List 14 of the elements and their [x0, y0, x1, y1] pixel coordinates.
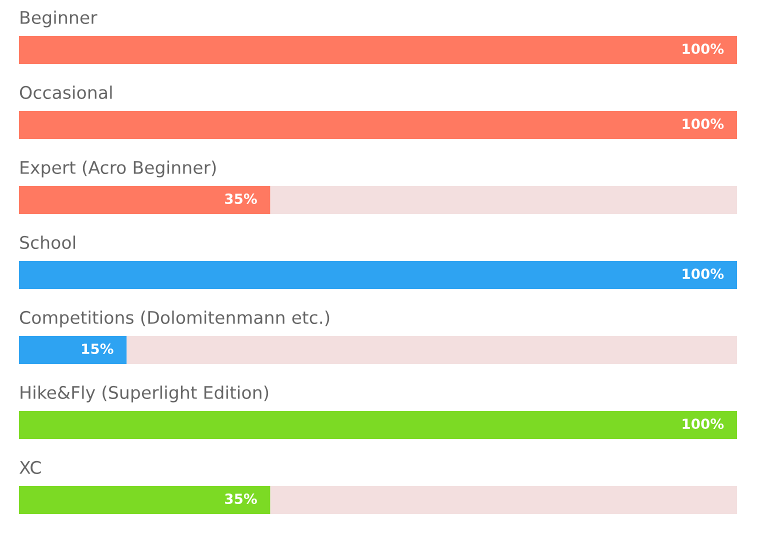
data-label: 100% — [682, 118, 724, 130]
y-tick-label: Competitions (Dolomitenmann etc.) — [20, 310, 330, 328]
y-tick-label: Expert (Acro Beginner) — [20, 160, 216, 178]
data-label: 35% — [225, 194, 257, 204]
data-label: 100% — [682, 268, 724, 280]
data-label: 15% — [82, 344, 114, 354]
data-label: 100% — [682, 44, 724, 54]
y-tick-label: XC — [20, 460, 41, 474]
data-label: 100% — [682, 418, 724, 430]
y-tick-label: Beginner — [20, 10, 98, 28]
data-label: 35% — [225, 494, 257, 504]
y-tick-label: Occasional — [20, 86, 112, 100]
y-tick-label: School — [20, 236, 76, 250]
y-tick-label: Hike&Fly (Superlight Edition) — [20, 386, 268, 402]
